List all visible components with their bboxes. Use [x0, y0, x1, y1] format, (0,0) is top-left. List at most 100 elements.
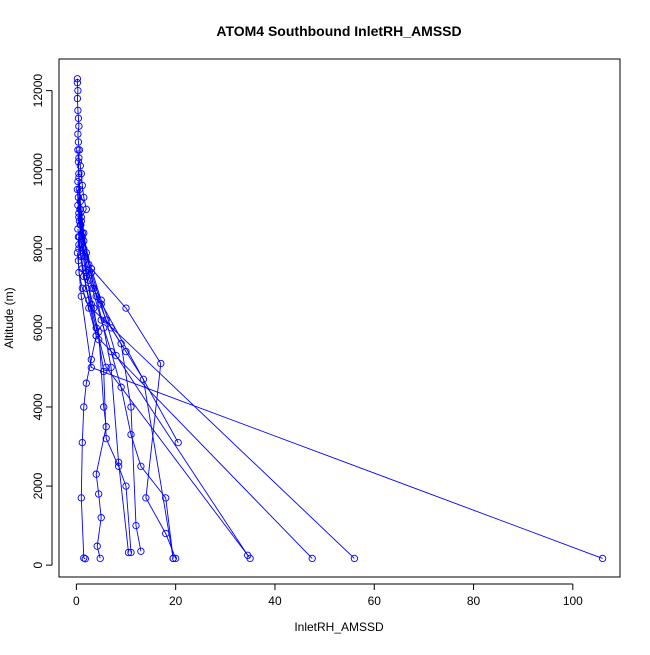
data-point	[87, 268, 95, 277]
axes: 0 20 40 60 80 100 0 2000 4000 6000 8000 10000 12000	[31, 74, 583, 608]
x-tick-label: 0	[73, 594, 80, 608]
x-tick-label: 80	[467, 594, 481, 608]
data-point	[127, 430, 135, 439]
data-point	[78, 229, 86, 237]
data-point	[77, 170, 85, 178]
data-point	[114, 462, 123, 470]
data-point	[74, 146, 82, 154]
chart-title: ATOM4 Southbound InletRH_AMSSD	[216, 23, 461, 39]
x-tick-label: 40	[268, 594, 282, 608]
data-point	[74, 201, 82, 209]
y-axis-label: Altitude (m)	[2, 287, 16, 348]
data-point	[82, 379, 90, 387]
data-point	[75, 241, 83, 249]
data-point	[100, 367, 108, 376]
data-point	[78, 438, 86, 447]
data-point	[102, 316, 110, 324]
data-point	[169, 554, 177, 563]
x-tick-label: 20	[169, 594, 183, 608]
data-point	[74, 193, 83, 202]
data-point	[132, 521, 140, 530]
y-tick-label: 6000	[31, 314, 45, 341]
data-point	[100, 324, 108, 332]
data-point	[92, 324, 100, 332]
data-point	[117, 340, 125, 348]
data-point	[162, 494, 170, 502]
data-point	[85, 276, 93, 285]
data-point	[77, 494, 85, 502]
y-tick-label: 12000	[31, 74, 45, 108]
data-point	[74, 177, 82, 186]
data-point	[87, 304, 95, 312]
data-point	[308, 554, 316, 563]
series-layer	[73, 75, 607, 563]
data-point	[137, 462, 145, 470]
data-point	[76, 162, 84, 170]
y-tick-label: 0	[31, 561, 45, 568]
data-point	[74, 86, 82, 95]
data-point	[75, 209, 83, 217]
data-point	[73, 75, 82, 83]
data-point	[142, 494, 150, 502]
data-point	[74, 233, 83, 241]
data-point	[77, 292, 85, 300]
data-point	[80, 554, 88, 562]
data-point	[75, 217, 84, 225]
data-point	[95, 490, 103, 498]
data-point	[117, 383, 125, 391]
data-point	[350, 554, 359, 563]
data-point	[174, 438, 182, 447]
x-tick-label: 100	[563, 594, 583, 608]
series-line	[78, 221, 249, 556]
data-point	[102, 363, 110, 372]
data-point	[80, 272, 88, 281]
data-point	[92, 332, 100, 340]
data-point	[127, 548, 135, 557]
x-tick-label: 60	[368, 594, 382, 608]
data-point	[96, 554, 104, 563]
data-point	[97, 514, 105, 522]
y-tick-label: 4000	[31, 393, 45, 420]
data-point	[75, 170, 83, 178]
data-point	[100, 403, 108, 411]
data-point	[76, 197, 84, 206]
data-point	[92, 470, 100, 478]
y-tick-label: 8000	[31, 235, 45, 262]
data-point	[172, 554, 180, 563]
data-point	[73, 185, 82, 194]
series-line	[78, 244, 355, 559]
data-point	[112, 351, 120, 360]
y-tick-label: 2000	[31, 472, 45, 499]
data-point	[124, 548, 133, 557]
data-point	[598, 554, 607, 563]
data-point	[127, 403, 135, 411]
data-point	[73, 94, 82, 103]
data-point	[73, 249, 82, 257]
data-point	[74, 106, 82, 115]
data-point	[102, 434, 110, 443]
data-point	[122, 482, 130, 490]
data-point	[74, 130, 82, 138]
data-point	[75, 122, 83, 130]
data-point	[162, 529, 170, 538]
data-point	[75, 154, 83, 162]
data-point	[122, 304, 130, 312]
series-line	[76, 78, 97, 560]
data-point	[81, 555, 89, 563]
data-point	[74, 138, 83, 146]
data-point	[107, 347, 115, 356]
data-point	[87, 355, 95, 364]
data-point	[137, 547, 145, 555]
plot-frame	[58, 58, 621, 578]
data-point	[74, 114, 83, 122]
data-point	[246, 554, 254, 563]
data-point	[87, 363, 95, 372]
data-point	[80, 403, 88, 411]
data-point	[78, 284, 86, 292]
data-point	[107, 363, 115, 372]
data-point	[74, 225, 82, 233]
data-point	[157, 359, 165, 368]
